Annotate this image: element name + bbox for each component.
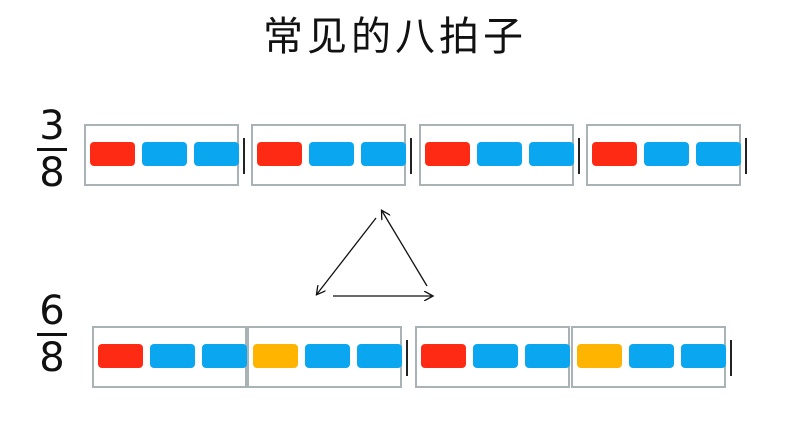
beat-weak: [473, 344, 518, 368]
time-signature-bar: [37, 333, 67, 336]
beat-weak: [202, 344, 247, 368]
beat-weak: [477, 142, 522, 166]
beat-weak: [142, 142, 187, 166]
measure-barline: [745, 138, 747, 174]
beat-weak: [357, 344, 402, 368]
measure-barline: [730, 340, 732, 376]
beat-strong: [425, 142, 470, 166]
beat-group: [247, 326, 402, 388]
measure-barline: [406, 340, 408, 376]
beat-weak: [644, 142, 689, 166]
beat-group: [571, 326, 726, 388]
beat-weak: [150, 344, 195, 368]
beat-group: [92, 326, 247, 388]
measure-barline: [243, 138, 245, 174]
beat-medium: [577, 344, 622, 368]
beat-medium: [253, 344, 298, 368]
page-title: 常见的八拍子: [263, 14, 527, 60]
beat-group: [84, 124, 239, 186]
beat-strong: [257, 142, 302, 166]
beat-weak: [629, 344, 674, 368]
beat-group: [419, 124, 574, 186]
time-signature-denominator: 8: [39, 335, 65, 381]
beat-strong: [90, 142, 135, 166]
beat-weak: [361, 142, 406, 166]
arrow-right-to-top: [382, 211, 428, 287]
time-signature-6-8: 6 8: [32, 291, 72, 378]
time-signature-bar: [37, 148, 67, 151]
beat-strong: [421, 344, 466, 368]
beat-strong: [592, 142, 637, 166]
time-signature-numerator: 3: [39, 103, 65, 149]
beat-weak: [696, 142, 741, 166]
beat-weak: [681, 344, 726, 368]
beat-weak: [525, 344, 570, 368]
beat-strong: [98, 344, 143, 368]
beat-weak: [305, 344, 350, 368]
measure-barline: [410, 138, 412, 174]
beat-group: [251, 124, 406, 186]
time-signature-numerator: 6: [39, 288, 65, 334]
time-signature-3-8: 3 8: [32, 106, 72, 193]
time-signature-denominator: 8: [39, 150, 65, 196]
arrow-top-to-left: [317, 217, 377, 294]
measure-barline: [578, 138, 580, 174]
beat-group: [586, 124, 741, 186]
beat-weak: [529, 142, 574, 166]
beat-weak: [194, 142, 239, 166]
beat-group: [415, 326, 570, 388]
beat-weak: [309, 142, 354, 166]
